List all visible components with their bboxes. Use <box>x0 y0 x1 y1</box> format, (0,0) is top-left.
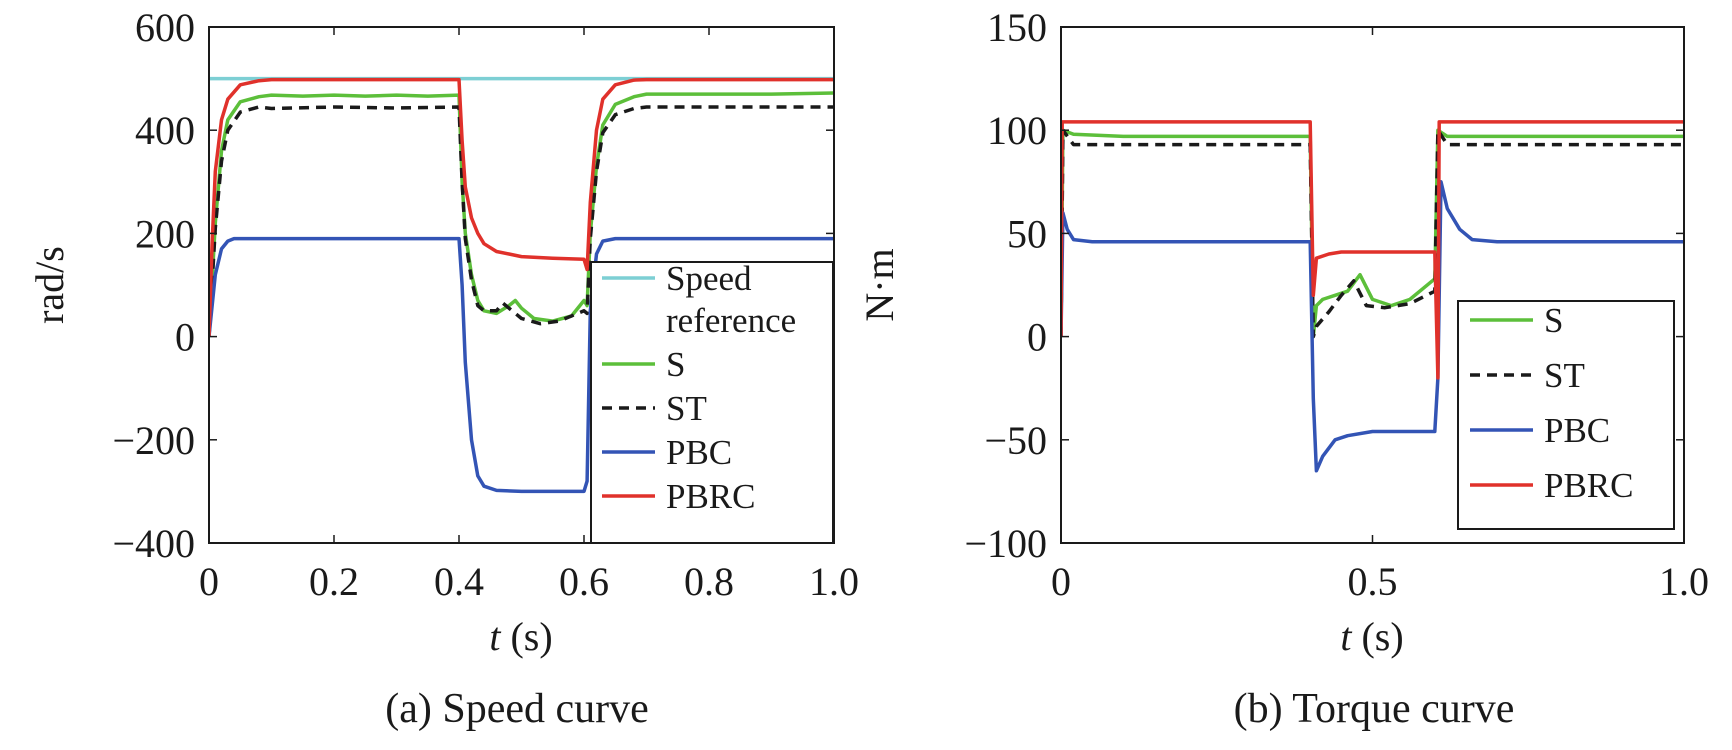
x-tick-label: 0 <box>199 559 219 604</box>
legend-label: PBRC <box>1544 466 1634 505</box>
y-tick-label: −400 <box>112 521 195 566</box>
x-tick-label: 0.4 <box>434 559 484 604</box>
y-tick-label: 50 <box>1007 211 1047 256</box>
y-tick-label: 0 <box>1027 315 1047 360</box>
y-tick-label: 600 <box>135 5 195 50</box>
y-tick-label: 400 <box>135 108 195 153</box>
legend-label: ST <box>1544 356 1585 395</box>
y-axis-label: rad/s <box>27 246 72 324</box>
chart-speed: 0 0.2 0.4 0.6 0.8 1.0 −400 −200 0 200 400 600 t (s) r… <box>27 5 859 732</box>
series-line-pbc <box>1061 180 1684 473</box>
x-tick-label: 0 <box>1051 559 1071 604</box>
chart-torque: 0 0.5 1.0 −100 −50 0 50 100 150 t (s) N·m (b) Torqu… <box>857 5 1709 732</box>
legend-box <box>1457 300 1675 530</box>
series-line-st <box>1061 128 1684 339</box>
x-tick-label: 0.5 <box>1348 559 1398 604</box>
series-line-pbrc <box>209 77 834 337</box>
y-tick-label: 150 <box>987 5 1047 50</box>
legend: Speed reference S ST PBC PBRC <box>590 259 834 544</box>
legend-label: ST <box>666 389 707 428</box>
x-tick-label: 0.6 <box>559 559 609 604</box>
x-tick-label: 1.0 <box>1659 559 1709 604</box>
x-tick-label: 0.8 <box>684 559 734 604</box>
y-tick-label: 100 <box>987 108 1047 153</box>
series-line-st <box>209 105 834 337</box>
legend-label: PBC <box>1544 411 1610 450</box>
y-tick-label: 200 <box>135 211 195 256</box>
y-tick-label: −200 <box>112 418 195 463</box>
y-tick-label: 0 <box>175 315 195 360</box>
x-axis-label: t (s) <box>1340 614 1403 659</box>
legend-label: PBRC <box>666 477 756 516</box>
y-tick-label: −100 <box>964 521 1047 566</box>
legend-label: S <box>1544 301 1563 340</box>
legend-label: S <box>666 345 685 384</box>
x-tick-label: 0.2 <box>309 559 359 604</box>
chart-caption: (b) Torque curve <box>1234 686 1515 732</box>
series-line-pbc <box>209 236 834 494</box>
legend-label: Speed reference <box>666 259 796 340</box>
series-line-pbrc <box>1061 120 1684 380</box>
series-line-s <box>1061 128 1684 339</box>
legend-label: PBC <box>666 433 732 472</box>
y-axis-label: N·m <box>857 248 902 321</box>
x-tick-label: 1.0 <box>809 559 859 604</box>
legend: S ST PBC PBRC <box>1457 300 1675 530</box>
chart-caption: (a) Speed curve <box>385 686 649 732</box>
x-axis-label: t (s) <box>489 614 552 659</box>
y-tick-label: −50 <box>984 418 1047 463</box>
